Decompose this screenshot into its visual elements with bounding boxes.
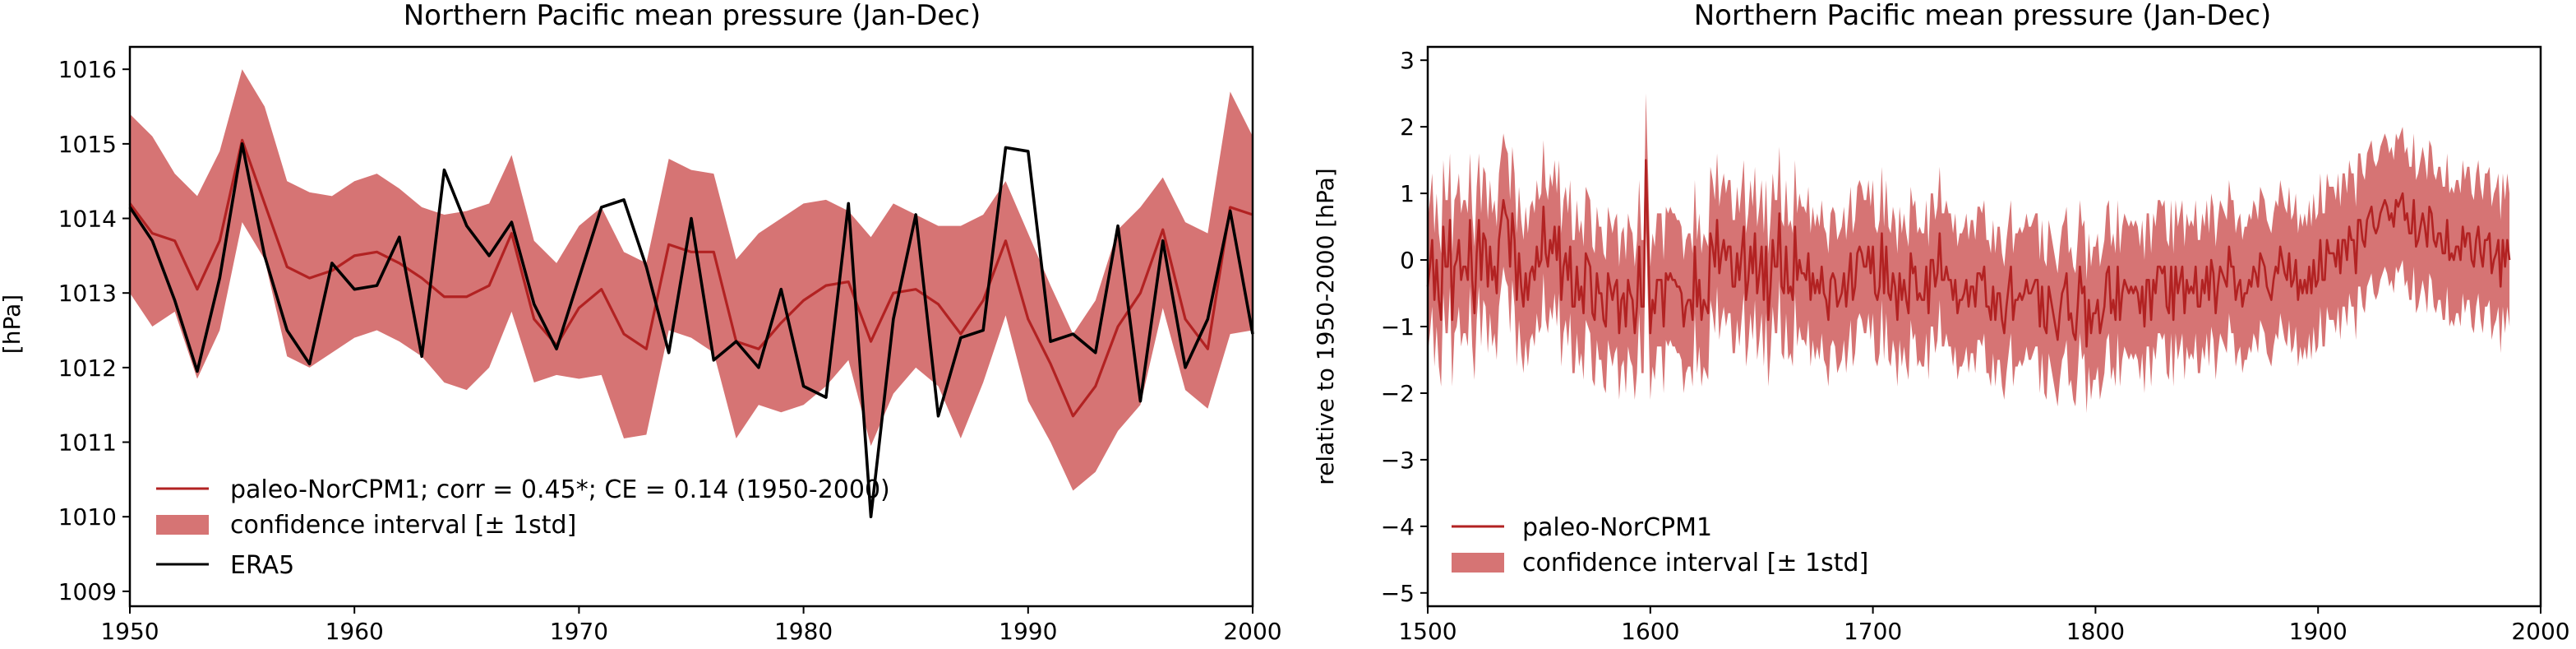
right-y-tick-label: 0 [1400,247,1415,274]
left-x-tick-label: 1980 [774,618,833,645]
right-axes-layer: 1500 1600 1700 1800 1900 2000 −5 −4 −3 −2 −1 0 1 2 3 [1381,47,2570,645]
right-y-tick-label: −2 [1381,380,1415,407]
left-y-tick-label: 1009 [58,578,117,605]
left-legend-reconstruction-label: paleo-NorCPM1; corr = 0.45*; CE = 0.14 (… [230,475,890,504]
left-y-tick-label: 1013 [58,280,117,307]
left-reconstruction-line [128,138,1253,418]
right-x-tick-label: 1500 [1398,618,1457,645]
left-y-tick-label: 1011 [58,429,117,457]
right-reconstruction-line [1426,159,2511,348]
right-legend-band-label: confidence interval [± 1std] [1522,549,1868,577]
left-legend-band-label: confidence interval [± 1std] [230,511,576,540]
right-confidence-band-layer [1428,93,2510,414]
left-era5-line [128,142,1254,519]
right-x-tick-label: 1800 [2066,618,2125,645]
left-legend-era5-label: ERA5 [230,551,294,580]
left-x-tick-label: 1950 [100,618,159,645]
left-y-tick-label: 1012 [58,355,117,382]
right-y-tick-label: 3 [1400,47,1415,74]
left-series-layer [128,138,1254,519]
left-confidence-band-layer [130,69,1253,491]
left-y-tick-label: 1010 [58,503,117,531]
left-x-tick-label: 2000 [1223,618,1281,645]
left-x-tick-label: 1960 [325,618,384,645]
right-confidence-band [1428,93,2510,414]
right-legend-reconstruction-label: paleo-NorCPM1 [1522,513,1712,542]
right-legend-band-swatch [1452,553,1504,573]
left-chart-title: Northern Pacific mean pressure (Jan-Dec) [404,0,981,32]
right-x-tick-label: 1700 [1844,618,1902,645]
right-y-axis-label: relative to 1950-2000 [hPa] [1312,168,1339,484]
left-confidence-band [130,69,1253,491]
left-y-tick-label: 1015 [58,131,117,158]
right-y-tick-label: −3 [1381,447,1415,474]
left-x-tick-label: 1970 [550,618,608,645]
left-panel: Northern Pacific mean pressure (Jan-Dec)… [0,0,1282,645]
right-y-tick-label: −4 [1381,513,1415,540]
left-axes-layer: 1950 1960 1970 1980 1990 2000 1009 1010 1011 1012… [58,56,1282,645]
left-legend: paleo-NorCPM1; corr = 0.45*; CE = 0.14 (… [156,475,890,580]
left-y-tick-label: 1016 [58,56,117,83]
right-y-tick-label: −5 [1381,580,1415,607]
left-x-tick-label: 1990 [999,618,1057,645]
left-plot-frame [128,45,1254,608]
left-legend-band-swatch [156,515,209,535]
left-y-tick-label: 1014 [58,206,117,233]
right-x-tick-label: 2000 [2511,618,2569,645]
right-y-tick-label: 1 [1400,180,1415,207]
right-panel: Northern Pacific mean pressure (Jan-Dec)… [1312,0,2570,645]
right-legend: paleo-NorCPM1 confidence interval [± 1st… [1452,513,1868,577]
right-x-tick-label: 1600 [1621,618,1679,645]
right-plot-frame [1426,45,2542,608]
right-y-tick-label: 2 [1400,114,1415,141]
right-x-tick-label: 1900 [2289,618,2347,645]
right-series-layer [1426,159,2511,348]
right-chart-title: Northern Pacific mean pressure (Jan-Dec) [1694,0,2272,32]
right-y-tick-label: −1 [1381,313,1415,341]
left-y-axis-label: [hPa] [0,294,25,354]
